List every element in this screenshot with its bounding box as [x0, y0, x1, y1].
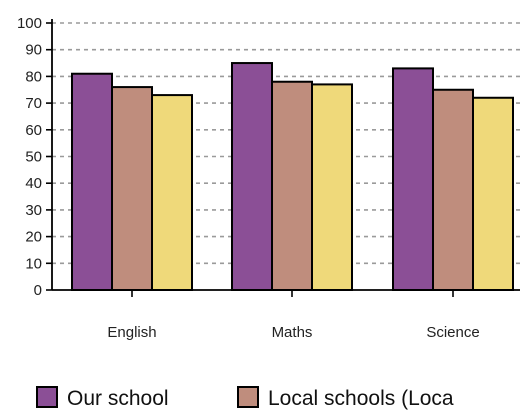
- y-tick-label: 70: [25, 95, 42, 112]
- bars: [71, 62, 514, 292]
- legend-label: Our school: [67, 387, 169, 410]
- legend-swatch: [36, 386, 58, 408]
- bar: [271, 80, 313, 291]
- bar: [311, 83, 353, 291]
- bar: [231, 62, 273, 291]
- legend-swatch: [237, 386, 259, 408]
- y-tick-label: 40: [25, 175, 42, 192]
- x-tick-label: English: [107, 324, 156, 341]
- bar: [151, 94, 193, 291]
- bar: [432, 88, 474, 291]
- y-tick-label: 10: [25, 255, 42, 272]
- y-tick-label: 90: [25, 42, 42, 59]
- bar: [392, 67, 434, 291]
- y-tick-label: 20: [25, 229, 42, 246]
- x-tick-label: Maths: [272, 324, 313, 341]
- axes: 0 10 20 30 40 50 60 70 80 90 100 English Maths Scienc…: [17, 15, 520, 341]
- bar: [71, 72, 113, 292]
- y-tick-label: 0: [34, 282, 42, 299]
- y-tick-label: 30: [25, 202, 42, 219]
- x-tick-label: Science: [426, 324, 479, 341]
- legend-label: Local schools (Loca: [268, 387, 454, 410]
- y-tick-label: 80: [25, 68, 42, 85]
- y-tick-label: 60: [25, 122, 42, 139]
- bar: [111, 86, 153, 291]
- y-tick-label: 100: [17, 15, 42, 32]
- y-tick-label: 50: [25, 149, 42, 166]
- bar: [472, 96, 514, 292]
- legend: Our school Local schools (Loca: [36, 386, 454, 410]
